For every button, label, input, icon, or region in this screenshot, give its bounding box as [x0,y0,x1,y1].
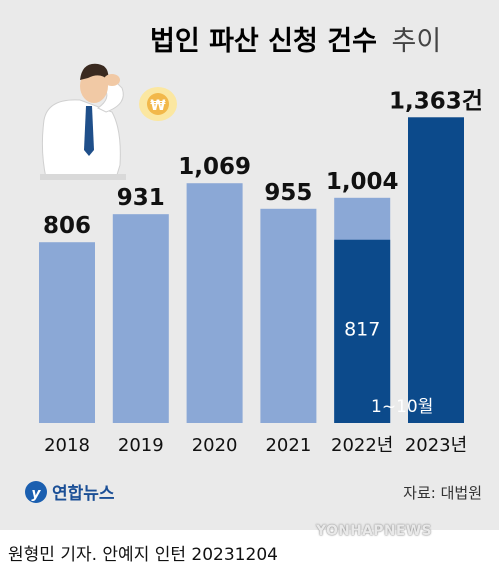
x-tick-2021: 2021 [265,435,311,456]
x-tick-2019: 2019 [118,435,164,456]
source-label: 자료: 대법원 [403,484,482,502]
value-label-2022년: 1,004 [326,169,399,195]
value-label-2020: 1,069 [178,154,251,180]
chart-card: 법인 파산 신청 건수 추이 ₩ 806 931 1,069 955 81 [0,0,499,530]
x-tick-2023년: 2023년 [405,435,467,456]
won-coin-icon [147,93,169,115]
bar-2018 [39,242,95,423]
credit-line: 원형민 기자. 안예지 인턴 20231204 [8,545,278,565]
bar-2023년 [408,117,464,423]
yonhap-logo-icon [25,481,47,503]
won-symbol: ₩ [150,98,166,114]
value-label-2019: 931 [117,185,165,211]
highlight-value-label: 817 [344,318,380,340]
x-tick-2022년: 2022년 [331,435,393,456]
chart-title-light: 추이 [392,26,442,57]
bar-2019 [112,214,169,423]
highlight-period-label: 1~10월 [371,397,433,417]
chart-title-bold: 법인 파산 신청 건수 [150,26,377,57]
bar-2020 [186,183,243,423]
svg-text:y: y [31,486,41,502]
value-label-2018: 806 [43,213,91,239]
stressed-man-illustration: ₩ [40,63,177,180]
logo-text: 연합뉴스 [52,483,115,504]
x-tick-2018: 2018 [44,435,90,456]
chart-title: 법인 파산 신청 건수 추이 [150,26,441,57]
bar-highlight-segment [334,239,391,423]
yonhap-logo: y 연합뉴스 [25,481,115,504]
x-tick-labels-group: 2018 2019 2020 2021 2022년 2023년 [44,435,467,456]
x-tick-2020: 2020 [192,435,238,456]
value-label-2023년: 1,363건 [389,88,483,114]
bars-group [39,117,464,423]
footer [0,530,499,566]
bar-2021 [260,208,317,423]
value-label-2021: 955 [264,180,312,206]
value-labels-group: 806 931 1,069 955 817 1~10월 1,004 1,363건 [43,88,483,417]
watermark: YONHAPNEWS [316,523,432,539]
